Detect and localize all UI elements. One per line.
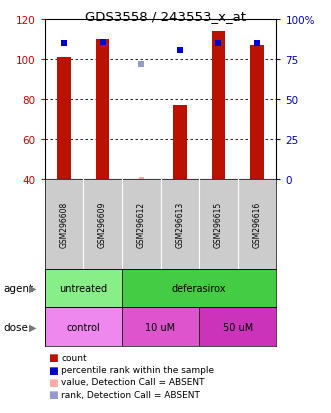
Text: value, Detection Call = ABSENT: value, Detection Call = ABSENT [61,377,205,387]
Bar [250,46,264,180]
Text: ▶: ▶ [29,322,37,332]
Bar [122,269,276,308]
Text: GSM296612: GSM296612 [137,202,146,247]
Text: percentile rank within the sample: percentile rank within the sample [61,365,214,374]
Text: deferasirox: deferasirox [172,283,226,294]
Text: GDS3558 / 243553_x_at: GDS3558 / 243553_x_at [85,10,246,23]
Text: GSM296608: GSM296608 [60,202,69,247]
Bar [122,308,199,346]
Text: untreated: untreated [59,283,107,294]
Text: dose: dose [3,322,28,332]
Bar [199,308,276,346]
Text: count: count [61,353,87,362]
Bar [57,58,71,180]
Text: ▶: ▶ [29,283,37,294]
Bar [173,106,187,180]
Text: ■: ■ [48,365,58,375]
Text: GSM296609: GSM296609 [98,201,107,248]
Bar [96,40,109,180]
Text: 10 uM: 10 uM [145,322,176,332]
Text: rank, Detection Call = ABSENT: rank, Detection Call = ABSENT [61,390,200,399]
Text: ■: ■ [48,377,58,387]
Bar [139,178,144,180]
Text: ■: ■ [48,352,58,362]
Text: control: control [67,322,100,332]
Text: GSM296616: GSM296616 [253,202,261,247]
Bar [45,308,122,346]
Text: ■: ■ [48,389,58,399]
Text: 50 uM: 50 uM [223,322,253,332]
Bar [212,32,225,180]
Bar [45,269,122,308]
Text: GSM296613: GSM296613 [175,202,184,247]
Text: GSM296615: GSM296615 [214,202,223,247]
Text: agent: agent [3,283,33,294]
